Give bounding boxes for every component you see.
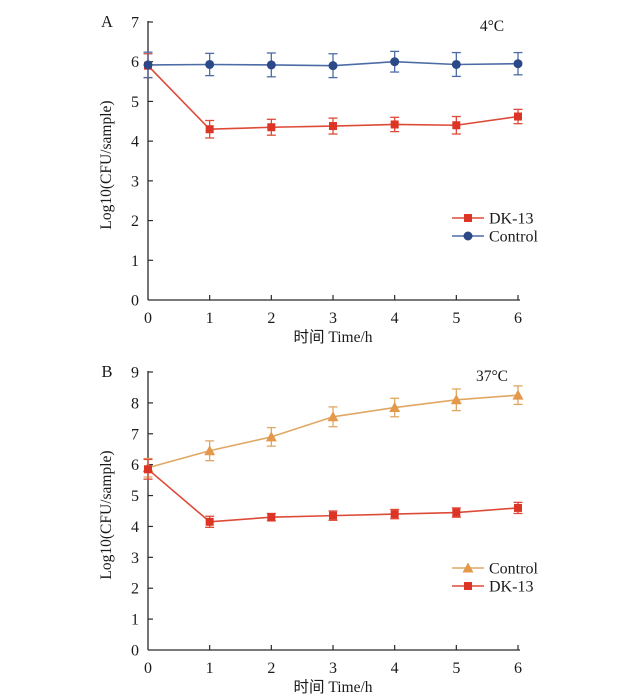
legend-item: Control <box>452 229 538 246</box>
x-tick-label: 4 <box>391 310 399 327</box>
legend-marker <box>463 231 473 241</box>
data-point-marker <box>513 59 523 69</box>
temperature-annotation: 4°C <box>480 18 504 35</box>
y-tick-label: 8 <box>131 395 139 412</box>
y-tick-label: 3 <box>131 173 139 190</box>
legend-item: Control <box>452 561 538 578</box>
y-tick-label: 6 <box>131 54 139 71</box>
legend-label: DK-13 <box>489 579 533 596</box>
x-tick-label: 0 <box>144 310 152 327</box>
legend-label: Control <box>489 229 538 246</box>
x-axis-title: 时间 Time/h <box>293 678 372 696</box>
data-point-marker <box>204 445 216 456</box>
y-axis-title: Log10(CFU/sample) <box>98 450 115 579</box>
data-point-marker <box>205 517 214 526</box>
legend-label: Control <box>489 561 538 578</box>
y-tick-label: 0 <box>131 293 139 310</box>
y-tick-label: 5 <box>131 94 139 111</box>
data-point-marker <box>143 60 153 70</box>
x-tick-label: 2 <box>267 310 275 327</box>
data-point-marker <box>514 112 522 121</box>
chart-panel-a: 0 1 2 3 4 5 6 7 0 1 2 3 4 5 6 时间 Time/h Log10(CFU/sample… <box>98 12 538 346</box>
legend-item: DK-13 <box>452 579 533 596</box>
y-tick-label: 4 <box>131 519 139 536</box>
chart-panel-b: 0 1 2 3 4 5 6 7 8 9 0 1 2 3 4 5 6 时间 Time/h Log10(CFU/samp… <box>98 362 538 696</box>
y-axis-title: Log10(CFU/sample) <box>98 100 115 229</box>
x-axis-title: 时间 Time/h <box>293 328 372 346</box>
x-tick-label: 3 <box>329 660 337 677</box>
y-tick-label: 5 <box>131 488 139 505</box>
data-point-marker <box>329 511 337 520</box>
data-point-marker <box>267 513 276 522</box>
data-point-marker <box>265 431 277 442</box>
y-tick-label: 4 <box>131 134 139 151</box>
x-tick-label: 1 <box>206 310 214 327</box>
x-tick-label: 0 <box>144 660 152 677</box>
data-point-marker <box>450 394 462 405</box>
data-point-marker <box>266 60 276 70</box>
y-tick-label: 0 <box>131 643 139 660</box>
y-tick-label: 7 <box>131 426 139 443</box>
series-control <box>143 50 523 79</box>
legend-marker <box>464 582 472 590</box>
legend-item: DK-13 <box>452 211 533 228</box>
data-point-marker <box>452 121 461 130</box>
x-tick-label: 5 <box>452 310 460 327</box>
series-dk-13 <box>143 53 523 139</box>
y-tick-label: 3 <box>131 550 139 567</box>
data-point-marker <box>452 508 461 517</box>
data-point-marker <box>327 411 339 422</box>
data-point-marker <box>328 61 338 71</box>
data-point-marker <box>512 389 524 400</box>
data-point-marker <box>267 123 276 132</box>
data-point-marker <box>390 120 399 129</box>
y-tick-label: 6 <box>131 457 139 474</box>
series-dk-13 <box>143 458 523 529</box>
data-point-marker <box>390 510 399 519</box>
x-tick-label: 6 <box>514 660 522 677</box>
x-tick-label: 4 <box>391 660 399 677</box>
x-tick-label: 5 <box>452 660 460 677</box>
y-tick-label: 2 <box>131 213 139 230</box>
y-tick-label: 2 <box>131 581 139 598</box>
panel-label: B <box>101 362 112 381</box>
data-point-marker <box>205 125 214 134</box>
y-tick-label: 9 <box>131 365 139 382</box>
legend-marker <box>464 214 472 222</box>
series-control <box>142 385 524 478</box>
x-tick-label: 6 <box>514 310 522 327</box>
x-tick-label: 3 <box>329 310 337 327</box>
legend-label: DK-13 <box>489 211 533 228</box>
data-point-marker <box>451 59 461 69</box>
x-tick-label: 2 <box>267 660 275 677</box>
data-point-marker <box>390 57 400 67</box>
y-tick-label: 1 <box>131 253 139 270</box>
legend-marker <box>462 562 474 573</box>
data-point-marker <box>389 402 401 413</box>
data-point-marker <box>205 59 215 69</box>
series-line <box>147 394 519 469</box>
temperature-annotation: 37°C <box>476 368 508 385</box>
y-tick-label: 1 <box>131 612 139 629</box>
x-tick-label: 1 <box>206 660 214 677</box>
data-point-marker <box>144 465 152 474</box>
data-point-marker <box>329 122 337 131</box>
data-point-marker <box>514 503 522 512</box>
y-tick-label: 7 <box>131 15 139 32</box>
panel-label: A <box>101 12 113 31</box>
